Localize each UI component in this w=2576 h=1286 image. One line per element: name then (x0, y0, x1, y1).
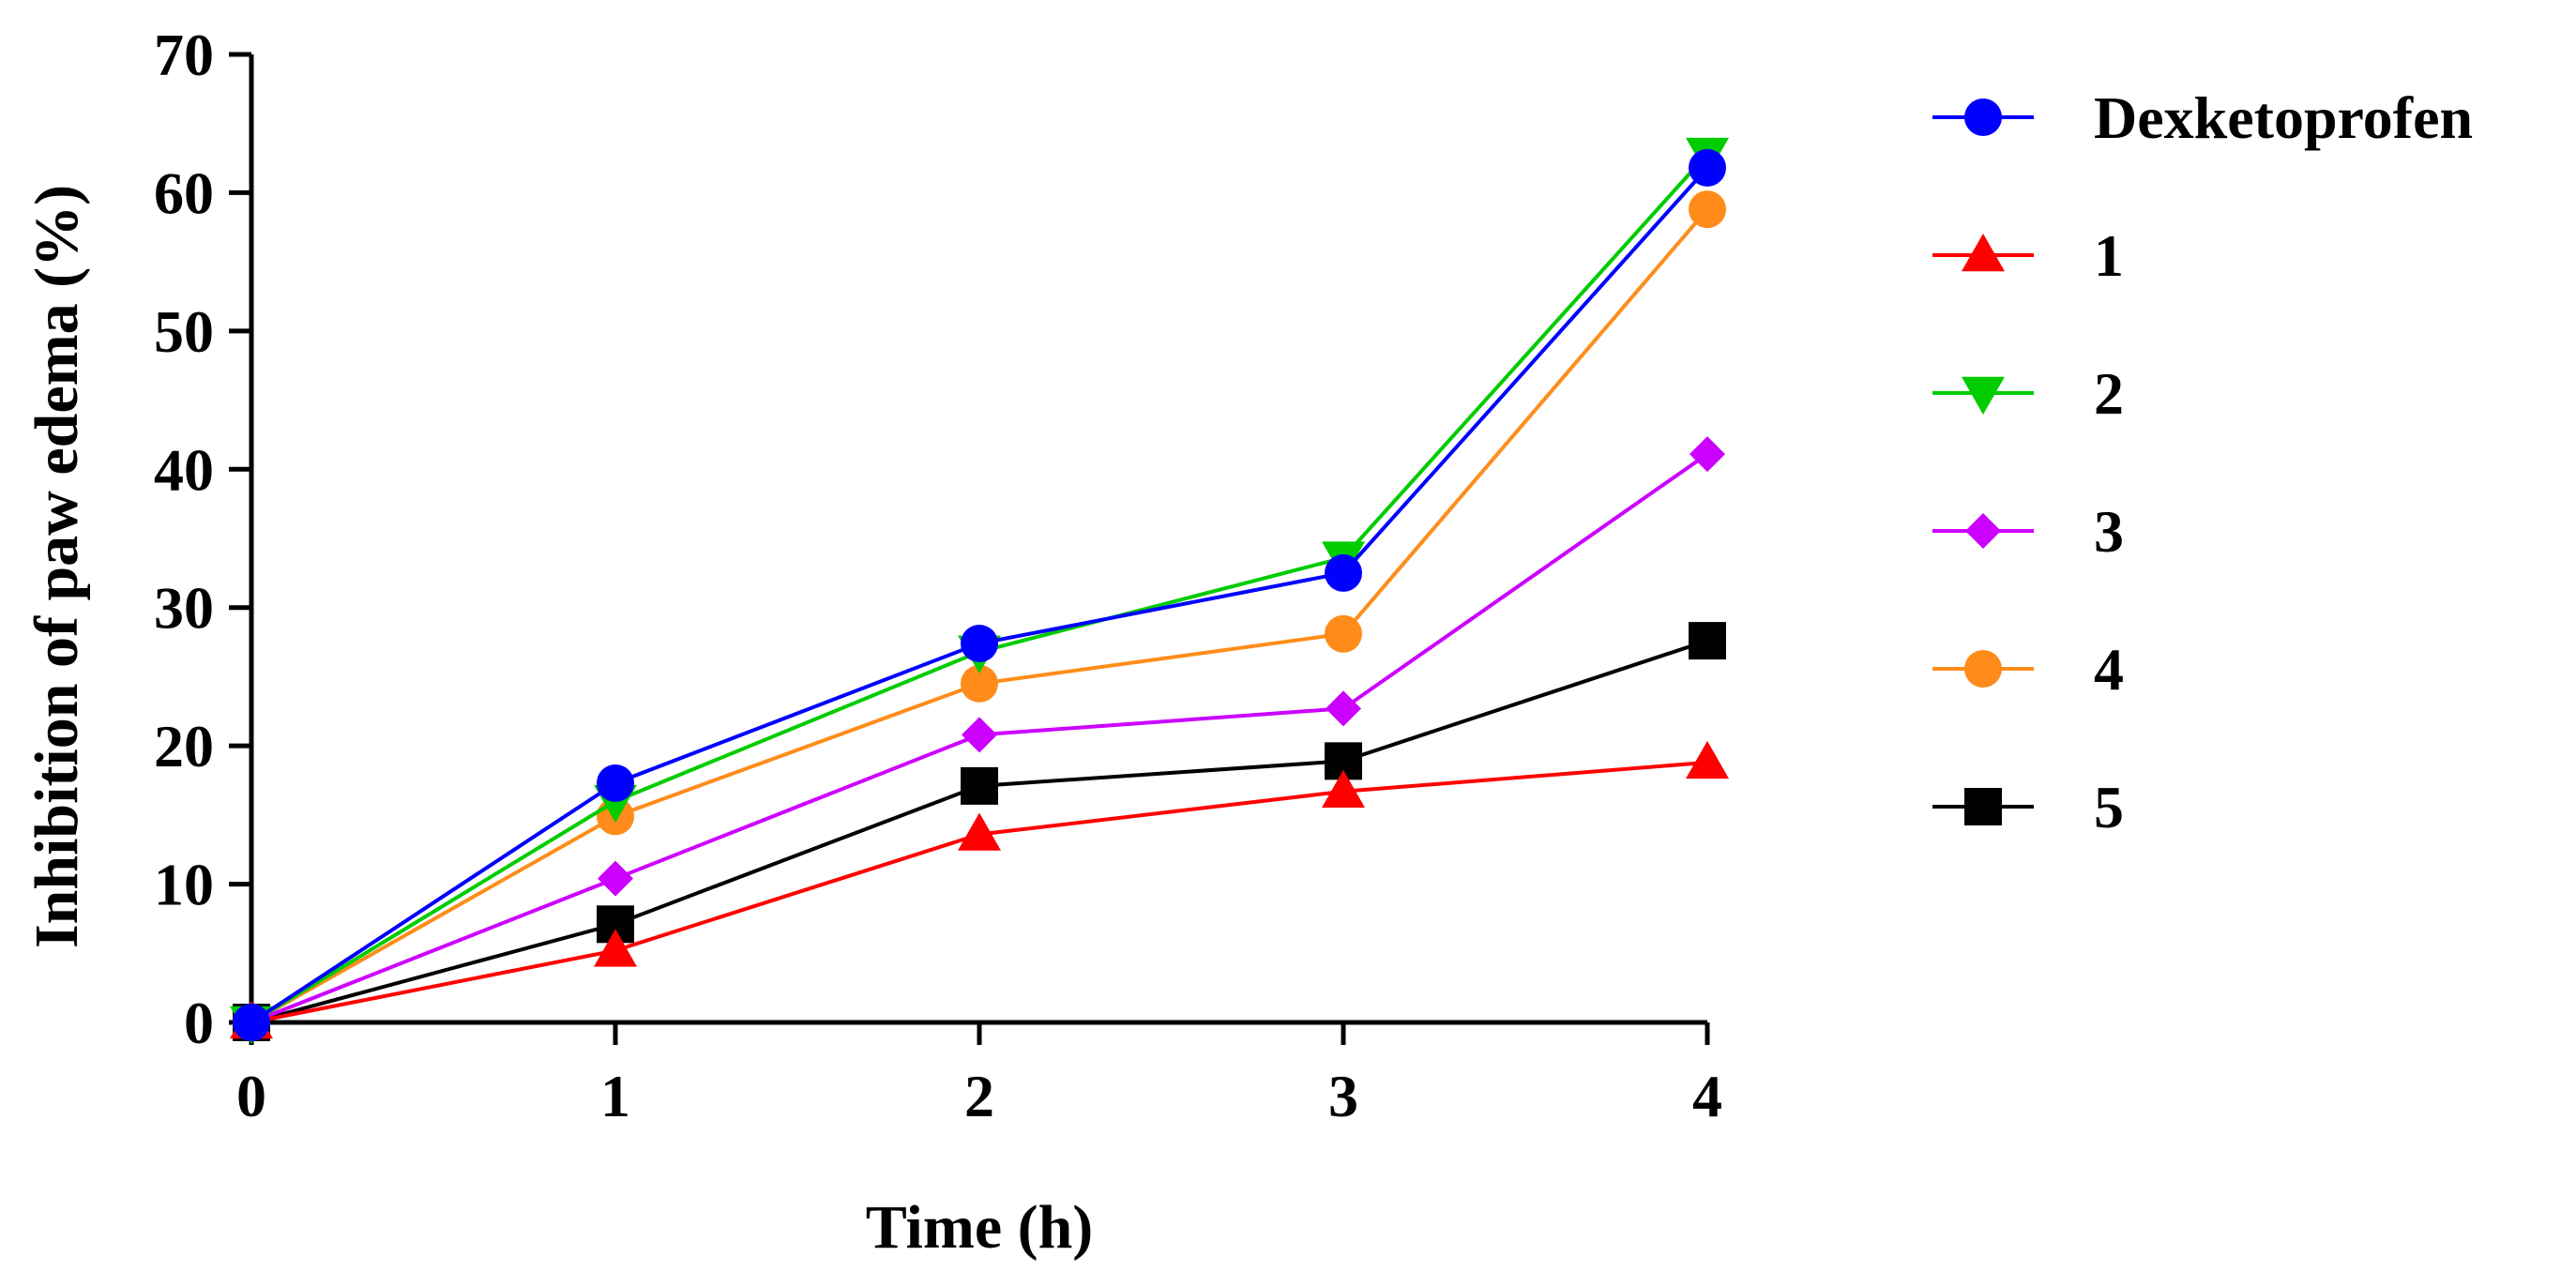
legend-marker (1962, 234, 2005, 272)
y-tick-label: 60 (154, 159, 214, 226)
legend-item: 2 (1932, 360, 2124, 427)
data-point (1322, 769, 1365, 809)
data-point (1686, 740, 1729, 779)
legend-item: 1 (1932, 222, 2124, 289)
data-point (1690, 436, 1725, 473)
y-tick-label: 30 (154, 575, 214, 642)
legend-label: 4 (2094, 636, 2124, 703)
legend-marker (1965, 513, 2001, 549)
data-point (1689, 190, 1726, 229)
legend: Dexketoprofen 1 2 3 4 5 (1932, 84, 2473, 840)
data-point (961, 625, 998, 663)
x-tick-label: 0 (236, 1063, 266, 1129)
y-tick-label: 40 (154, 436, 214, 503)
data-point (961, 766, 998, 805)
legend-item: 5 (1932, 774, 2124, 840)
legend-item: 4 (1932, 636, 2124, 703)
series-4 (233, 190, 1726, 1041)
legend-marker (1964, 650, 2002, 688)
y-tick-label: 10 (154, 852, 214, 918)
x-axis-title: Time (h) (866, 1193, 1094, 1262)
series-dexketoprofen (233, 148, 1726, 1041)
legend-label: 5 (2094, 774, 2124, 840)
data-point (1326, 690, 1361, 727)
data-point (594, 929, 637, 967)
data-point (962, 717, 997, 753)
y-tick-label: 70 (154, 22, 214, 88)
data-point (597, 764, 634, 802)
y-tick-label: 50 (154, 298, 214, 365)
series-layer (230, 137, 1729, 1044)
legend-label: 2 (2094, 360, 2124, 427)
data-point (598, 860, 633, 897)
legend-item: 3 (1932, 498, 2124, 565)
series-3 (234, 436, 1725, 1040)
data-point (1325, 614, 1362, 653)
x-tick-label: 3 (1328, 1063, 1358, 1129)
legend-label: 1 (2094, 222, 2124, 289)
axes: 0 10 20 30 40 50 60 70 0 1 2 3 4 (154, 22, 1722, 1129)
series-line (250, 166, 1709, 1024)
series-line (250, 152, 1709, 1024)
data-point (958, 812, 1001, 851)
legend-item: Dexketoprofen (1932, 84, 2473, 151)
legend-marker (1964, 98, 2002, 136)
data-point (233, 1004, 270, 1041)
x-tick-label: 1 (600, 1063, 630, 1129)
data-point (1689, 622, 1726, 660)
legend-marker (1962, 376, 2005, 415)
legend-label: 3 (2094, 498, 2124, 565)
x-tick-label: 4 (1692, 1063, 1722, 1129)
legend-marker (1964, 788, 2002, 825)
x-tick-label: 2 (964, 1063, 994, 1129)
legend-label: Dexketoprofen (2094, 84, 2473, 151)
y-tick-label: 20 (154, 713, 214, 779)
y-axis-title: Inhibition of paw edema (%) (23, 185, 91, 948)
series-line (250, 207, 1709, 1024)
y-tick-label: 0 (184, 990, 214, 1056)
data-point (961, 664, 998, 703)
data-point (1689, 148, 1726, 187)
data-point (1325, 553, 1362, 592)
